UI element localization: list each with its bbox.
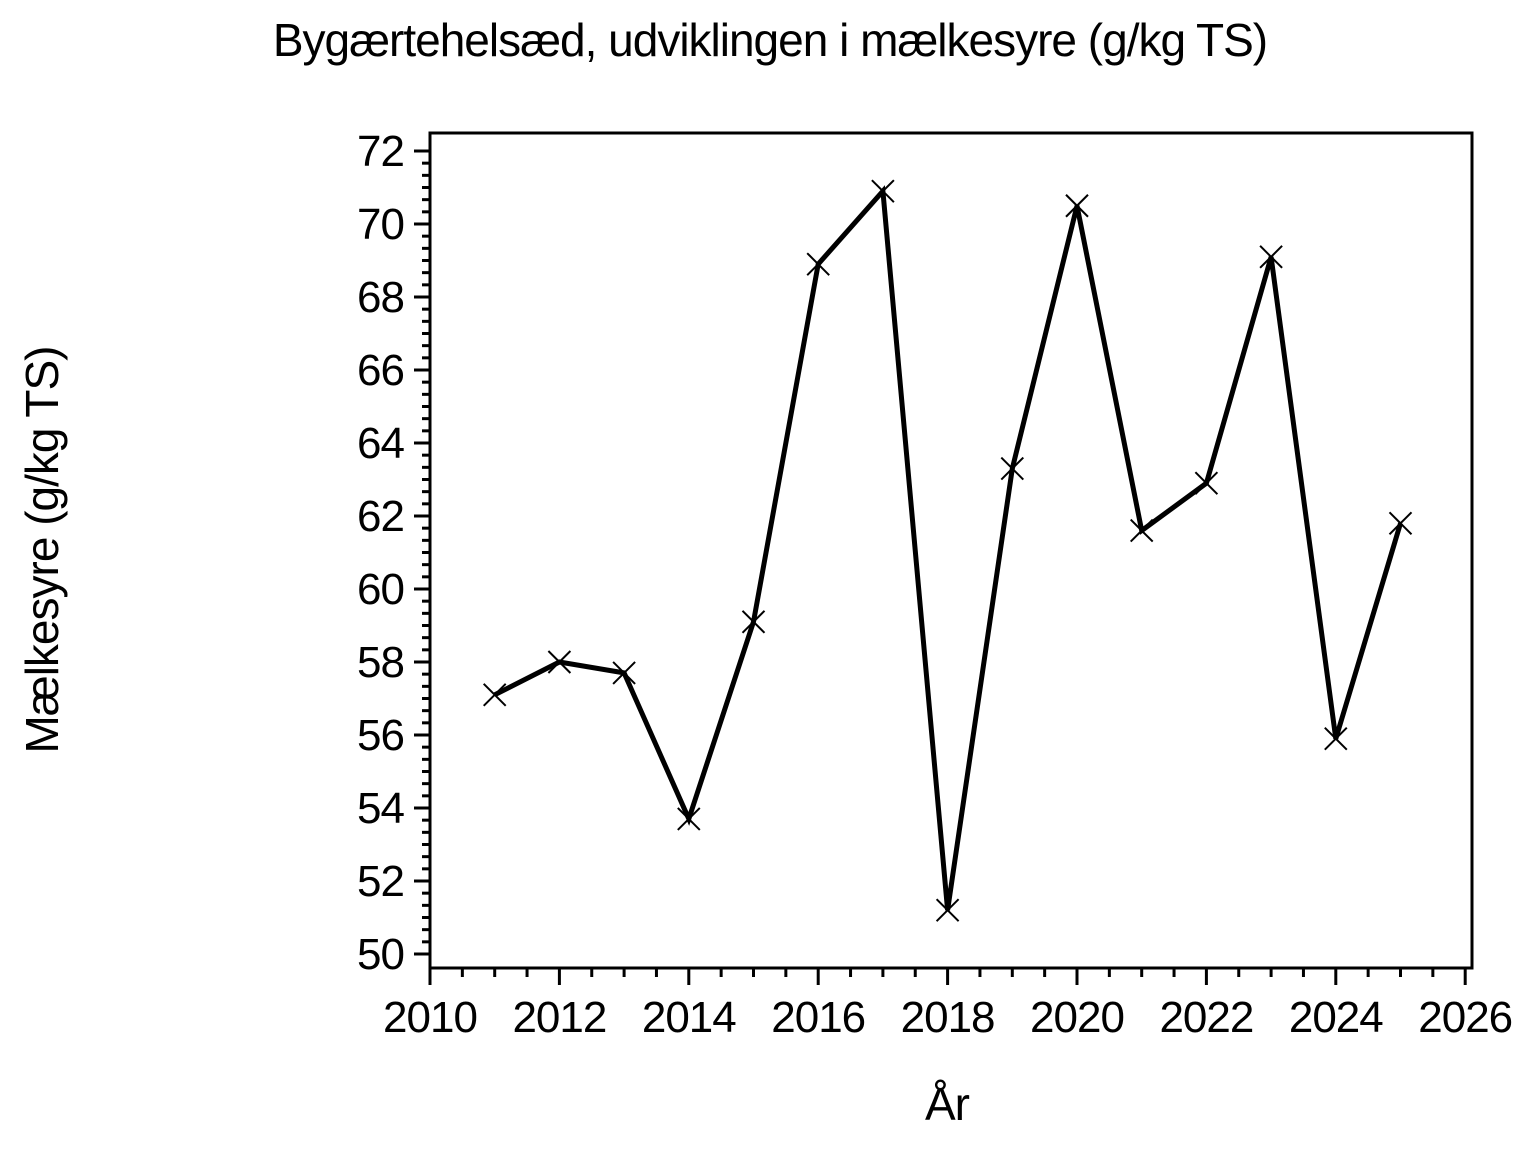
data-line xyxy=(493,185,1403,911)
svg-text:2026: 2026 xyxy=(1418,993,1512,1042)
svg-text:2016: 2016 xyxy=(771,993,865,1042)
x-axis-ticks xyxy=(428,968,1467,985)
svg-text:2022: 2022 xyxy=(1159,993,1253,1042)
svg-text:70: 70 xyxy=(357,200,404,249)
svg-text:2012: 2012 xyxy=(512,993,606,1042)
svg-text:2020: 2020 xyxy=(1030,993,1124,1042)
svg-text:2018: 2018 xyxy=(901,993,995,1042)
plot-frame xyxy=(428,131,1474,970)
data-markers xyxy=(482,179,1413,922)
svg-text:58: 58 xyxy=(357,638,404,687)
x-axis-label: År xyxy=(925,1078,970,1130)
svg-text:60: 60 xyxy=(357,565,404,614)
y-axis-ticks xyxy=(414,149,430,956)
y-axis-tick-labels: 50 52 54 56 58 60 62 64 66 68 70 72 xyxy=(357,127,405,979)
svg-text:72: 72 xyxy=(357,127,404,176)
y-axis-label: Mælkesyre (g/kg TS) xyxy=(16,346,68,753)
svg-text:2024: 2024 xyxy=(1289,993,1383,1042)
x-axis-tick-labels: 2010 2012 2014 2016 2018 2020 2022 2024 2026 xyxy=(383,993,1513,1042)
svg-text:68: 68 xyxy=(357,273,404,322)
svg-text:64: 64 xyxy=(357,419,404,468)
svg-text:66: 66 xyxy=(357,346,404,395)
svg-text:54: 54 xyxy=(357,784,404,833)
svg-text:62: 62 xyxy=(357,492,404,541)
svg-text:2014: 2014 xyxy=(642,993,736,1042)
svg-text:52: 52 xyxy=(357,857,404,906)
svg-text:56: 56 xyxy=(357,711,404,760)
svg-text:2010: 2010 xyxy=(383,993,477,1042)
svg-text:50: 50 xyxy=(357,930,404,979)
chart-title: Bygærtehelsæd, udviklingen i mælkesyre (… xyxy=(273,14,1267,66)
